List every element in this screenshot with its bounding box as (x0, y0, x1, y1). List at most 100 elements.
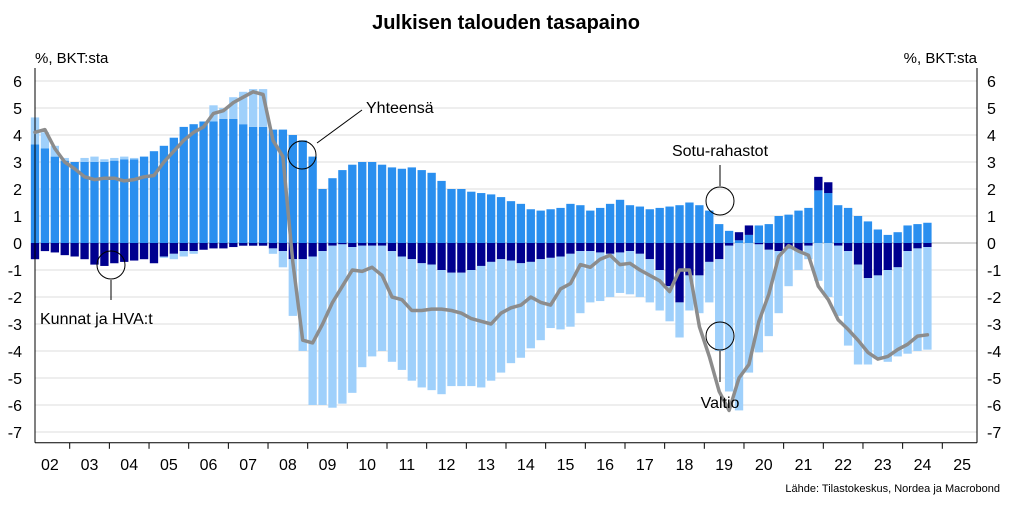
y-tick-left: 3 (13, 155, 22, 172)
annotation-label: Valtio (701, 395, 740, 412)
bar-kunnat-ja-hva-t (199, 243, 208, 250)
bar-kunnat-ja-hva-t (387, 243, 397, 252)
bar-valtio (794, 251, 803, 270)
bar-sotu-rahastot (814, 190, 823, 243)
bar-sotu-rahastot (477, 193, 486, 243)
bar-sotu-rahastot (705, 210, 714, 243)
bar-kunnat-ja-hva-t (645, 243, 654, 260)
bar-valtio (110, 157, 119, 161)
bar-valtio (576, 251, 585, 314)
bar-valtio (120, 156, 129, 160)
bar-kunnat-ja-hva-t (149, 243, 159, 264)
bar-sotu-rahastot (685, 202, 694, 243)
bar-kunnat-ja-hva-t (685, 243, 694, 276)
bar-sotu-rahastot (625, 205, 635, 243)
annotation-label: Kunnat ja HVA:t (40, 311, 153, 328)
y-tick-left: 0 (13, 236, 22, 253)
bar-sotu-rahastot (367, 162, 377, 243)
bar-valtio (665, 286, 674, 322)
bar-valtio (457, 272, 466, 387)
y-tick-right: -7 (987, 425, 1001, 442)
bar-kunnat-ja-hva-t (139, 243, 149, 260)
bar-valtio (883, 270, 892, 362)
bar-sotu-rahastot (467, 191, 476, 243)
y-tick-right: -2 (987, 290, 1001, 307)
bar-sotu-rahastot (427, 172, 436, 243)
bar-kunnat-ja-hva-t (70, 243, 79, 257)
bar-kunnat-ja-hva-t (556, 243, 565, 257)
bar-kunnat-ja-hva-t (824, 182, 833, 194)
bar-valtio (427, 264, 436, 391)
bar-valtio (486, 261, 496, 381)
bar-kunnat-ja-hva-t (883, 243, 892, 270)
bar-sotu-rahastot (794, 210, 803, 243)
bar-valtio (40, 132, 50, 149)
bar-kunnat-ja-hva-t (179, 243, 188, 252)
bar-valtio (189, 251, 198, 254)
bar-sotu-rahastot (675, 205, 684, 243)
bar-sotu-rahastot (665, 206, 674, 243)
bar-kunnat-ja-hva-t (724, 243, 734, 246)
annotation-circle (705, 186, 735, 216)
bar-sotu-rahastot (308, 156, 317, 243)
bar-sotu-rahastot (129, 159, 139, 243)
bar-valtio (893, 267, 902, 357)
bar-sotu-rahastot (199, 121, 208, 243)
bar-valtio (516, 263, 526, 358)
bar-sotu-rahastot (80, 162, 89, 243)
bar-kunnat-ja-hva-t (80, 243, 89, 260)
bar-sotu-rahastot (258, 126, 268, 243)
bar-kunnat-ja-hva-t (655, 243, 664, 270)
bar-kunnat-ja-hva-t (110, 243, 119, 264)
bar-kunnat-ja-hva-t (705, 243, 714, 262)
bar-kunnat-ja-hva-t (596, 243, 605, 253)
bar-sotu-rahastot (268, 129, 278, 243)
bar-kunnat-ja-hva-t (348, 243, 357, 248)
bar-valtio (556, 256, 565, 330)
bar-sotu-rahastot (635, 206, 645, 243)
bar-sotu-rahastot (358, 162, 367, 243)
y-tick-right: 5 (987, 101, 996, 118)
bar-sotu-rahastot (655, 207, 664, 243)
bar-valtio (328, 245, 337, 408)
bar-valtio (477, 265, 486, 388)
chart-title: Julkisen talouden tasapaino (372, 12, 640, 34)
bar-kunnat-ja-hva-t (209, 243, 218, 249)
bar-kunnat-ja-hva-t (516, 243, 526, 264)
bar-kunnat-ja-hva-t (853, 243, 863, 265)
bar-kunnat-ja-hva-t (258, 243, 268, 246)
y-tick-left: -1 (8, 263, 22, 280)
bar-sotu-rahastot (377, 164, 387, 243)
bar-sotu-rahastot (873, 229, 883, 243)
x-tick-label: 08 (279, 457, 297, 474)
bar-kunnat-ja-hva-t (744, 225, 754, 235)
bar-valtio (308, 256, 317, 405)
x-tick-label: 07 (239, 457, 257, 474)
bar-kunnat-ja-hva-t (635, 243, 645, 254)
bar-sotu-rahastot (744, 234, 754, 243)
bar-kunnat-ja-hva-t (467, 243, 476, 270)
bar-kunnat-ja-hva-t (496, 243, 506, 260)
bar-valtio (298, 259, 307, 351)
bar-kunnat-ja-hva-t (576, 243, 585, 252)
bar-sotu-rahastot (734, 240, 744, 243)
bar-sotu-rahastot (447, 189, 456, 243)
bar-sotu-rahastot (387, 167, 397, 243)
bar-sotu-rahastot (318, 189, 327, 243)
bar-valtio (377, 245, 387, 351)
x-tick-label: 24 (914, 457, 932, 474)
x-tick-label: 03 (81, 457, 99, 474)
bar-sotu-rahastot (219, 118, 228, 243)
bar-sotu-rahastot (516, 203, 526, 243)
bar-valtio (506, 260, 516, 364)
bar-valtio (774, 251, 783, 314)
bar-valtio (705, 261, 714, 303)
bar-sotu-rahastot (437, 180, 446, 243)
total-line-layer (33, 90, 930, 413)
bar-valtio (397, 256, 407, 370)
bar-kunnat-ja-hva-t (615, 243, 625, 253)
bar-valtio (318, 251, 327, 405)
bar-kunnat-ja-hva-t (526, 243, 535, 262)
bar-valtio (724, 245, 734, 392)
